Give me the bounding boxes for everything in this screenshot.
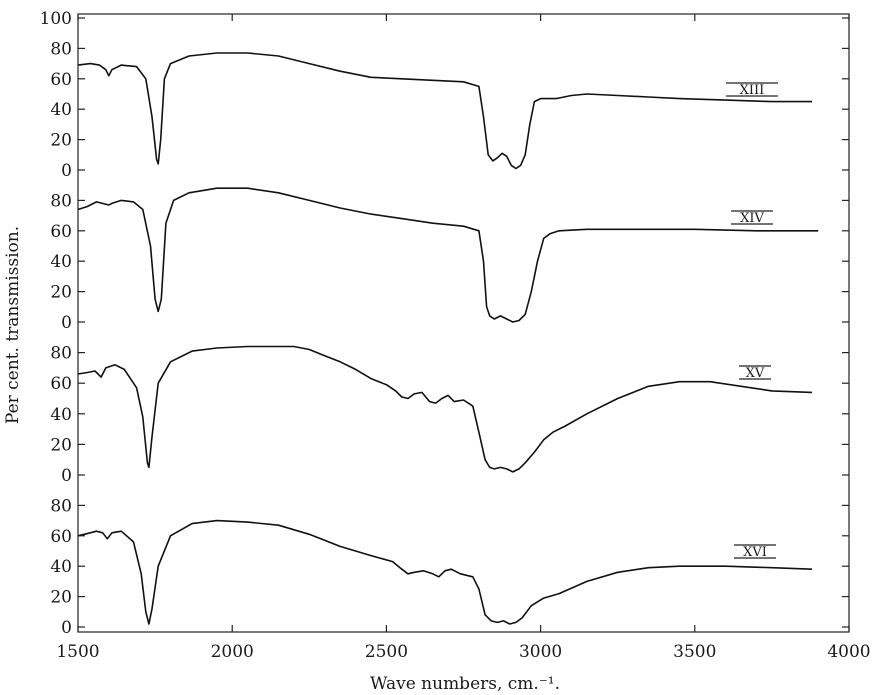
series-label-xiv: XIV xyxy=(740,211,764,226)
x-tick-label: 2500 xyxy=(365,642,408,662)
y-tick-label: 80 xyxy=(50,191,72,211)
y-tick-label: 20 xyxy=(50,131,72,151)
y-tick-label: 20 xyxy=(50,588,72,608)
spectrum-line-xiv xyxy=(77,187,819,323)
series-label-xvi: XVI xyxy=(743,545,767,560)
x-tick-label: 4000 xyxy=(827,642,870,662)
series-labels: XIII XIV XV XVI xyxy=(726,82,778,560)
x-tick-label: 1500 xyxy=(56,642,99,662)
spectra-curves xyxy=(77,52,819,625)
spectrum-line-xiii xyxy=(77,52,812,170)
spectrum-line-xv xyxy=(77,345,813,473)
y-tick-label: 60 xyxy=(50,222,72,242)
x-tick-label: 3500 xyxy=(673,642,716,662)
y-tick-label: 60 xyxy=(50,527,72,547)
plot-frame xyxy=(77,13,850,633)
y-tick-label: 40 xyxy=(50,557,72,577)
y-tick-label: 60 xyxy=(50,70,72,90)
y-tick-label: 0 xyxy=(61,466,72,486)
x-tick-label: 2000 xyxy=(211,642,254,662)
y-tick-label: 40 xyxy=(50,100,72,120)
y-axis-title: Per cent. transmission. xyxy=(3,226,23,424)
x-axis-title: Wave numbers, cm.⁻¹. xyxy=(370,674,560,694)
y-tick-label: 20 xyxy=(50,283,72,303)
y-tick-label: 80 xyxy=(50,39,72,59)
axis-ticks xyxy=(77,14,850,632)
y-tick-label: 40 xyxy=(50,252,72,272)
x-tick-label: 3000 xyxy=(519,642,562,662)
series-label-xiii: XIII xyxy=(740,83,765,98)
series-label-xv: XV xyxy=(746,366,765,381)
y-tick-label: 80 xyxy=(50,344,72,364)
x-tick-labels: 1500 2000 2500 3000 3500 4000 xyxy=(56,642,870,662)
y-tick-label: 0 xyxy=(61,313,72,333)
y-tick-labels: 100 80 60 40 20 0 80 60 40 20 0 80 60 40 20 0 80 60 40 20 0 xyxy=(40,9,72,638)
y-tick-label: 60 xyxy=(50,374,72,394)
y-tick-label: 80 xyxy=(50,496,72,516)
y-tick-label: 100 xyxy=(40,9,72,29)
y-tick-label: 0 xyxy=(61,618,72,638)
y-tick-label: 20 xyxy=(50,435,72,455)
y-tick-label: 0 xyxy=(61,161,72,181)
y-tick-label: 40 xyxy=(50,405,72,425)
spectrum-line-xvi xyxy=(77,519,813,625)
